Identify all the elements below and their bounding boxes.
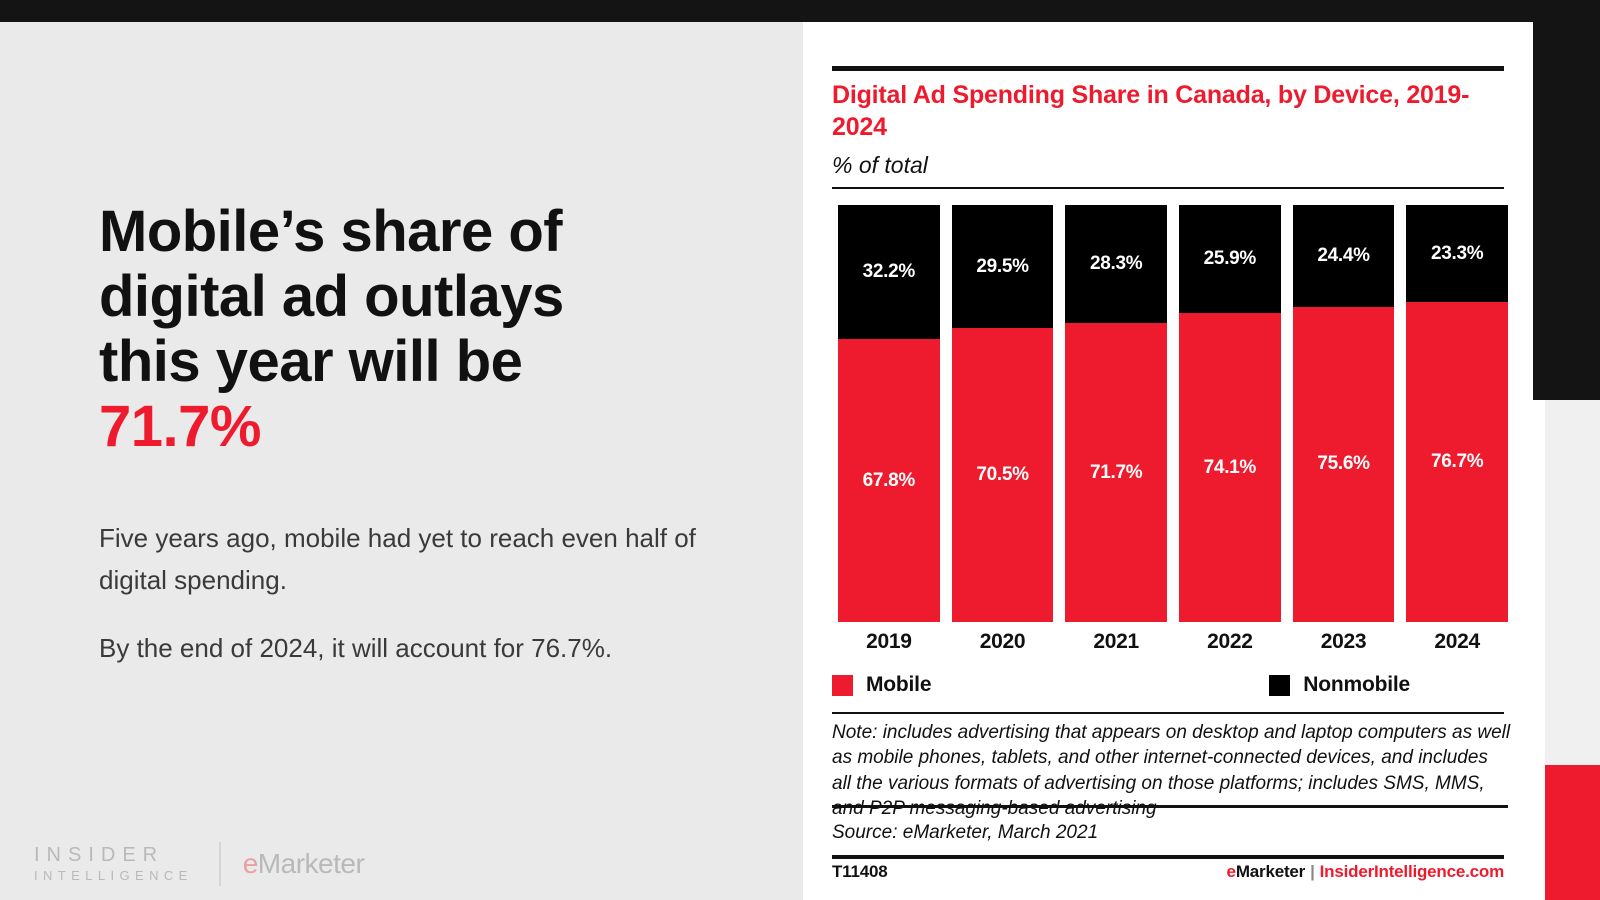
bar-2024: 23.3% 76.7%	[1406, 205, 1509, 622]
bar-label-mobile: 74.1%	[1203, 456, 1257, 478]
bar-label-nonmobile: 28.3%	[1089, 253, 1143, 274]
bar-label-mobile: 70.5%	[976, 464, 1029, 485]
bar-2019: 32.2% 67.8%	[838, 205, 940, 622]
insider-logo-line-1: INSIDER	[34, 844, 165, 867]
legend-swatch-mobile-icon	[832, 674, 853, 696]
chart-panel: Digital Ad Spending Share in Canada, by …	[803, 22, 1533, 900]
right-gutter	[1533, 400, 1545, 900]
top-band	[0, 0, 1600, 22]
headline-line-1: Mobile’s share of	[99, 199, 563, 264]
brand-logos: INSIDER INTELLIGENCE eMarketer	[34, 840, 365, 888]
bar-segment-nonmobile: 29.5%	[951, 205, 1054, 329]
bar-segment-mobile: 74.1%	[1179, 313, 1281, 622]
accent-red-strip	[1545, 765, 1600, 900]
footer-brand-site: InsiderIntelligence.com	[1319, 862, 1505, 881]
footer-brand-e: e	[1226, 862, 1236, 881]
bar-label-nonmobile: 32.2%	[862, 261, 916, 283]
legend-label-mobile: Mobile	[866, 673, 932, 696]
bar-segment-nonmobile: 25.9%	[1179, 205, 1281, 313]
header-rule-bottom	[832, 187, 1504, 189]
bar-2020: 29.5% 70.5%	[951, 205, 1054, 622]
x-axis-label-2024: 2024	[1434, 630, 1480, 653]
page-title: Mobile’s share of digital ad outlays thi…	[99, 199, 739, 460]
bar-segment-nonmobile: 28.3%	[1065, 205, 1168, 324]
logo-divider	[218, 842, 221, 886]
bar-2021: 28.3% 71.7%	[1065, 205, 1168, 622]
header-rule-top	[832, 66, 1504, 71]
x-axis-label-2023: 2023	[1320, 630, 1367, 653]
body-paragraph-2: By the end of 2024, it will account for …	[99, 633, 613, 664]
bar-2023: 24.4% 75.6%	[1292, 205, 1395, 622]
right-band	[1533, 0, 1600, 400]
headline-line-3: this year will be	[99, 328, 523, 394]
footer-chart-id: T11408	[832, 862, 888, 881]
bar-segment-mobile: 67.8%	[838, 339, 940, 622]
bar-label-nonmobile: 25.9%	[1203, 248, 1257, 269]
left-panel: Mobile’s share of digital ad outlays thi…	[0, 22, 803, 900]
x-axis-label-2022: 2022	[1207, 630, 1253, 653]
bar-label-mobile: 71.7%	[1089, 461, 1143, 483]
bar-segment-nonmobile: 24.4%	[1292, 205, 1395, 307]
legend-swatch-nonmobile-icon	[1269, 674, 1291, 696]
footer: T11408 eMarketer | InsiderIntelligence.com	[832, 862, 1504, 882]
chart-subtitle: % of total	[832, 152, 928, 178]
emarketer-logo-e: e	[242, 848, 259, 879]
chart-plot-area: 32.2% 67.8% 29.5% 70.5% 28.3% 71.7% 25.9% 74.1%…	[832, 205, 1509, 808]
headline-line-2: digital ad outlays	[99, 263, 564, 329]
chart-legend: Mobile Nonmobile	[832, 673, 1508, 697]
bar-label-nonmobile: 29.5%	[976, 255, 1029, 277]
legend-item-mobile[interactable]: Mobile	[832, 673, 931, 697]
bar-label-nonmobile: 23.3%	[1431, 242, 1484, 264]
headline-stat: 71.7%	[99, 393, 261, 459]
bar-segment-nonmobile: 23.3%	[1406, 205, 1509, 303]
footer-brand-pipe: |	[1310, 862, 1315, 881]
insider-logo-line-2: INTELLIGENCE	[34, 868, 193, 884]
x-axis-label-2020: 2020	[979, 630, 1026, 653]
bar-group: 32.2% 67.8% 29.5% 70.5% 28.3% 71.7% 25.9% 74.1%…	[838, 205, 1509, 622]
note-rule	[832, 712, 1504, 714]
x-axis-label-2021: 2021	[1093, 630, 1139, 653]
emarketer-logo-rest: Marketer	[257, 848, 365, 879]
footer-rule	[832, 855, 1504, 859]
bar-label-mobile: 75.6%	[1317, 453, 1370, 475]
chart-source: Source: eMarketer, March 2021	[832, 822, 1099, 843]
insider-intelligence-logo: INSIDER INTELLIGENCE	[34, 843, 193, 884]
footer-brand-marketer: Marketer	[1235, 862, 1306, 881]
x-axis-labels: 2019 2020 2021 2022 2023 2024	[838, 630, 1508, 654]
x-axis-line	[832, 805, 1508, 808]
emarketer-logo: eMarketer	[243, 848, 365, 880]
legend-label-nonmobile: Nonmobile	[1303, 673, 1410, 696]
legend-item-nonmobile[interactable]: Nonmobile	[1269, 673, 1410, 697]
body-copy: Five years ago, mobile had yet to reach …	[99, 517, 739, 695]
bar-2022: 25.9% 74.1%	[1179, 205, 1281, 622]
footer-brand[interactable]: eMarketer | InsiderIntelligence.com	[1226, 862, 1505, 882]
chart-title: Digital Ad Spending Share in Canada, by …	[832, 81, 1470, 141]
bar-label-mobile: 67.8%	[862, 469, 916, 491]
bar-segment-mobile: 70.5%	[951, 328, 1054, 622]
bar-segment-mobile: 71.7%	[1065, 323, 1168, 622]
chart-note: Note: includes advertising that appears …	[832, 722, 1511, 819]
bar-segment-mobile: 76.7%	[1406, 302, 1509, 622]
body-paragraph-1: Five years ago, mobile had yet to reach …	[99, 523, 696, 596]
x-axis-label-2019: 2019	[866, 630, 912, 653]
bar-segment-nonmobile: 32.2%	[838, 205, 940, 340]
bar-segment-mobile: 75.6%	[1292, 306, 1395, 622]
slide-card: Mobile’s share of digital ad outlays thi…	[0, 22, 1533, 900]
bar-label-nonmobile: 24.4%	[1317, 244, 1370, 266]
bar-label-mobile: 76.7%	[1431, 451, 1484, 473]
